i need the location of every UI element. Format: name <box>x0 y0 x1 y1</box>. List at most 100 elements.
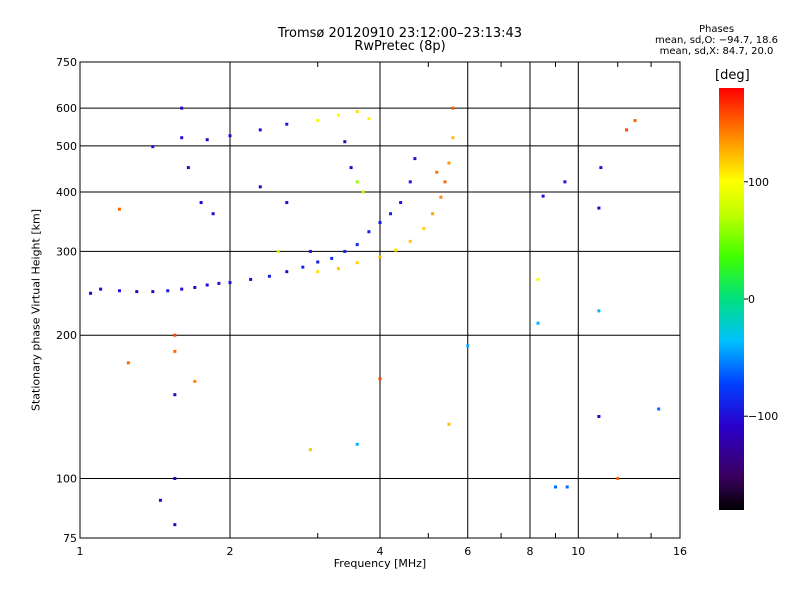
data-point <box>399 201 403 205</box>
phase-stats-x: mean, sd,X: 84.7, 20.0 <box>659 46 774 57</box>
data-point <box>408 239 412 243</box>
chart-title: Tromsø 20120910 23:12:00–23:13:43 <box>277 26 523 41</box>
colorbar-tick-label: 0 <box>748 293 755 306</box>
y-tick-label: 600 <box>56 102 77 115</box>
data-point <box>258 185 262 189</box>
data-point <box>413 157 417 161</box>
data-point <box>205 138 209 142</box>
chart-subtitle: RwPretec (8p) <box>354 39 446 54</box>
data-point <box>439 195 443 199</box>
data-point <box>205 283 209 287</box>
data-point <box>217 281 221 285</box>
data-point <box>378 255 382 259</box>
data-point <box>117 207 121 211</box>
data-point <box>378 377 382 381</box>
data-point <box>330 256 334 260</box>
data-point <box>135 290 139 294</box>
y-tick-label: 300 <box>56 245 77 258</box>
data-point <box>451 136 455 140</box>
data-point <box>597 309 601 313</box>
colorbar <box>719 88 744 510</box>
data-point <box>285 270 289 274</box>
y-tick-label: 500 <box>56 140 77 153</box>
x-tick-label: 8 <box>527 545 534 558</box>
data-point <box>301 265 305 269</box>
data-point <box>186 166 190 170</box>
data-point <box>633 119 637 123</box>
data-point <box>166 289 170 293</box>
data-point <box>343 140 347 144</box>
data-point <box>597 414 601 418</box>
data-point <box>361 190 365 194</box>
data-point <box>211 212 215 216</box>
data-point <box>336 267 340 271</box>
data-point <box>536 277 540 281</box>
data-point <box>126 361 130 365</box>
data-point <box>565 485 569 489</box>
data-point <box>408 180 412 184</box>
data-point <box>443 180 447 184</box>
colorbar-ticks: 100 0 −100 <box>744 176 778 423</box>
colorbar-tick-label: −100 <box>748 410 778 423</box>
y-tick-label: 750 <box>56 56 77 69</box>
x-tick-label: 4 <box>377 545 384 558</box>
data-point <box>422 227 426 231</box>
data-point <box>173 523 177 527</box>
data-point <box>308 448 312 452</box>
y-tick-label: 200 <box>56 329 77 342</box>
data-point <box>285 122 289 126</box>
data-point <box>355 180 359 184</box>
data-point <box>285 201 289 205</box>
y-tick-label: 400 <box>56 186 77 199</box>
data-point <box>447 422 451 426</box>
colorbar-tick-label: 100 <box>748 176 769 189</box>
data-point <box>316 270 320 274</box>
data-point <box>367 117 371 121</box>
x-axis-ticks: 1 2 4 6 8 10 16 <box>77 62 687 558</box>
data-point <box>466 344 470 348</box>
data-point <box>597 206 601 210</box>
data-point <box>267 274 271 278</box>
data-point <box>553 485 557 489</box>
data-point <box>316 260 320 264</box>
data-point <box>158 498 162 502</box>
phase-stats-o: mean, sd,O: −94.7, 18.6 <box>655 35 778 46</box>
data-point <box>451 106 455 110</box>
data-point <box>367 230 371 234</box>
data-point <box>276 249 280 253</box>
data-point <box>316 119 320 123</box>
data-point <box>89 291 93 295</box>
data-point <box>355 110 359 114</box>
y-axis-ticks: 75 100 200 300 400 500 600 750 <box>56 56 77 545</box>
data-point <box>99 287 103 291</box>
phase-stats: Phases mean, sd,O: −94.7, 18.6 mean, sd,… <box>655 24 778 57</box>
data-point <box>151 290 155 294</box>
data-point <box>336 113 340 117</box>
data-point <box>173 333 177 337</box>
x-tick-label: 10 <box>571 545 585 558</box>
data-point <box>193 379 197 383</box>
data-point <box>536 321 540 325</box>
x-axis-label: Frequency [MHz] <box>333 557 427 570</box>
data-point <box>308 249 312 253</box>
x-tick-label: 6 <box>464 545 471 558</box>
data-point <box>199 201 203 205</box>
data-point <box>355 261 359 265</box>
data-point <box>563 180 567 184</box>
data-point <box>541 194 545 198</box>
data-point <box>389 212 393 216</box>
y-axis-label: Stationary phase Virtual Height [km] <box>29 208 43 412</box>
x-tick-label: 16 <box>673 545 687 558</box>
y-tick-label: 75 <box>63 532 77 545</box>
data-point <box>151 145 155 149</box>
data-point <box>117 289 121 293</box>
phase-stats-heading: Phases <box>698 24 735 35</box>
data-point <box>249 277 253 281</box>
data-point <box>180 106 184 110</box>
data-point <box>343 249 347 253</box>
data-point <box>599 166 603 170</box>
data-point <box>447 161 451 165</box>
scatter-points <box>89 106 661 527</box>
data-point <box>180 287 184 291</box>
